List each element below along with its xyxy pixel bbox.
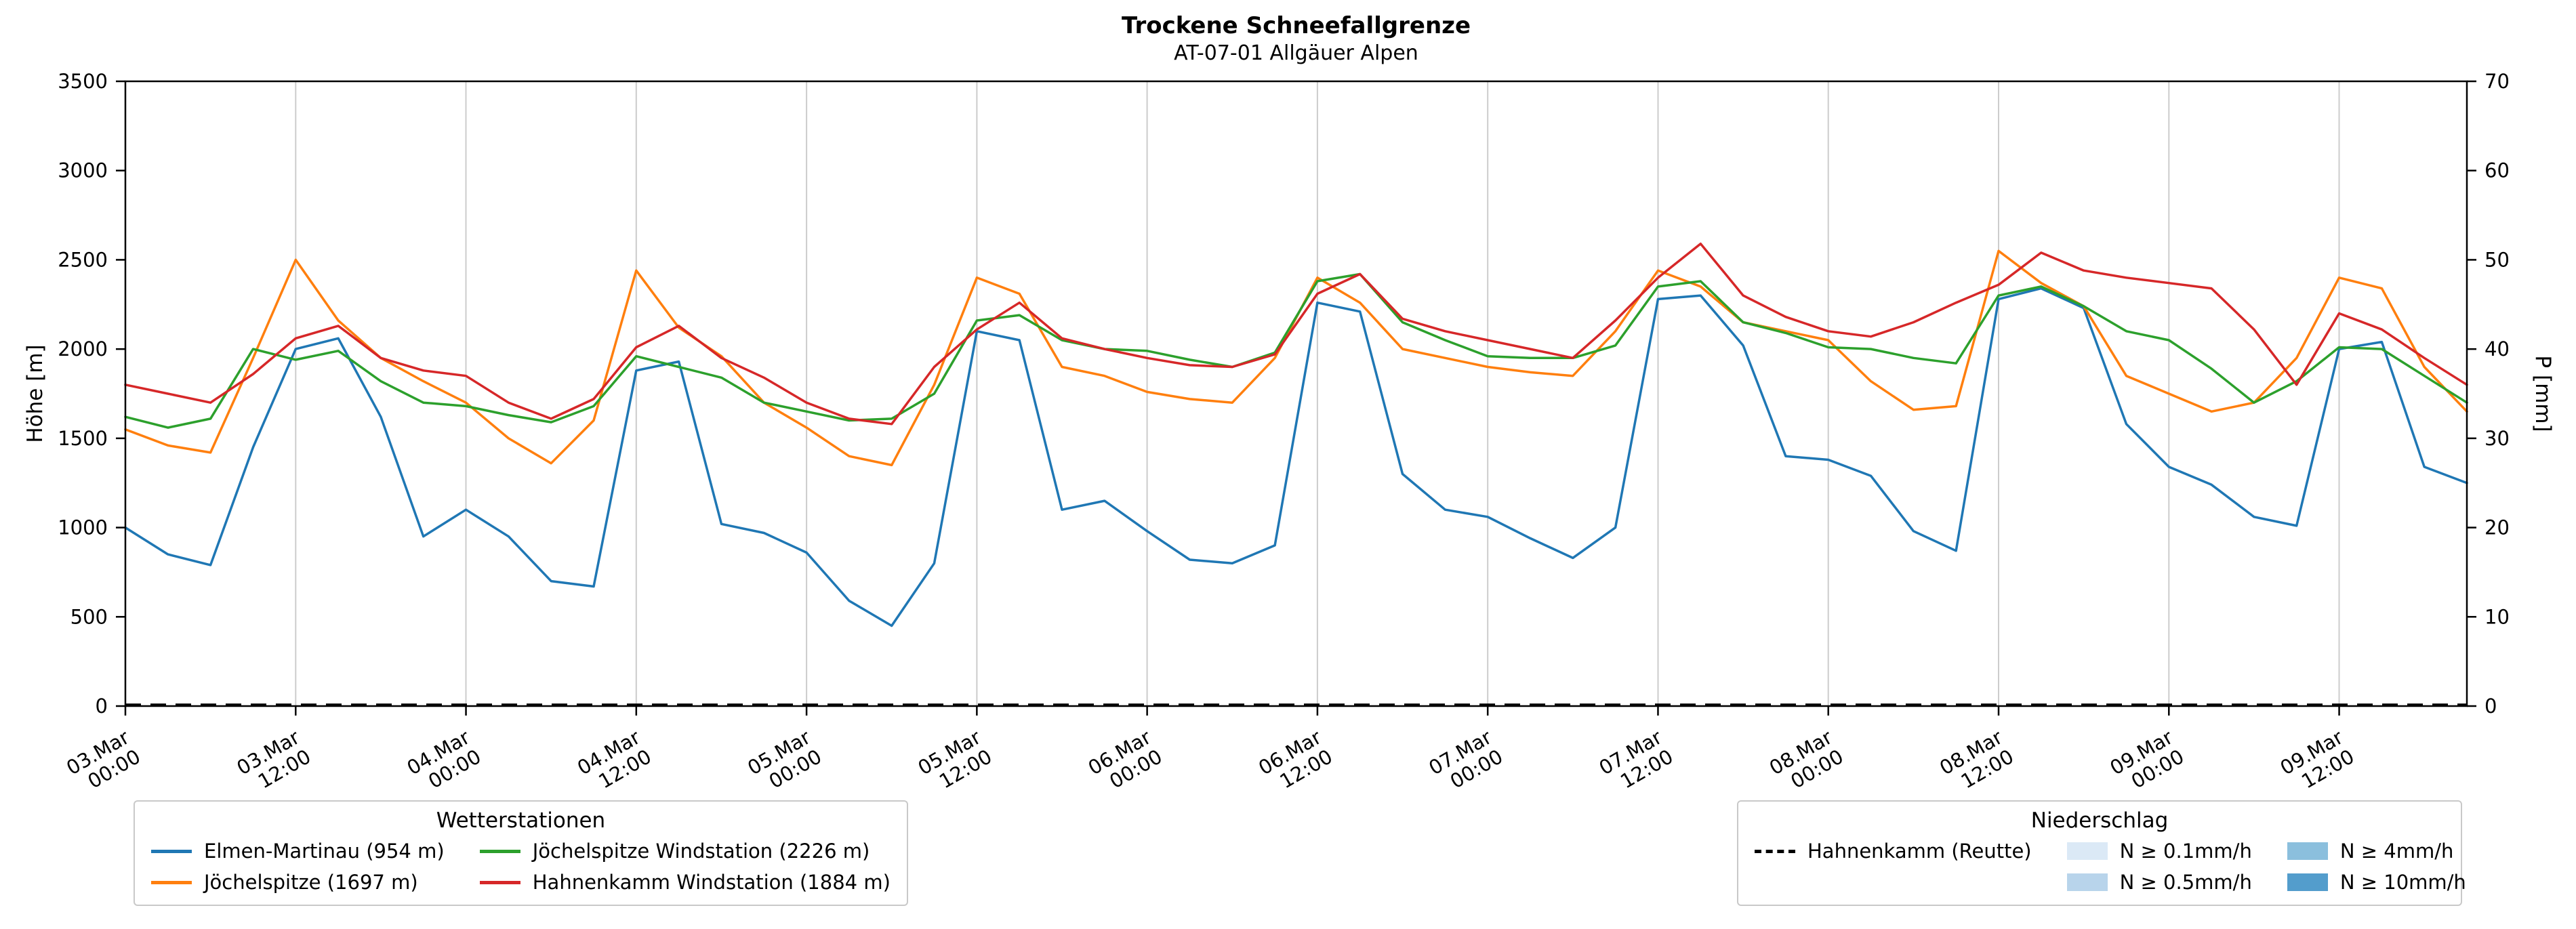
legend-item-precip-05: N ≥ 0.5mm/h	[2066, 871, 2252, 894]
legend-label-elmen-martinau: Elmen-Martinau (954 m)	[204, 840, 445, 863]
series-line-joechelspitze-windstation	[124, 272, 2468, 429]
legend-label-hahnenkamm-reutte: Hahnenkamm (Reutte)	[1807, 840, 2032, 863]
y-right-tick-label: 60	[2485, 159, 2510, 182]
y-left-tick-label: 3000	[58, 159, 108, 182]
y-axis-label-left: Höhe [m]	[23, 344, 47, 443]
legend-item-precip-4: N ≥ 4mm/h	[2287, 840, 2466, 863]
y-left-tick-label: 3500	[58, 70, 108, 93]
dashed-line-swatch	[1755, 849, 1795, 853]
precip-patch-01-icon	[2066, 842, 2108, 860]
chart-title: Trockene Schneefallgrenze	[1121, 12, 1471, 39]
legend-wetterstationen: Wetterstationen Elmen-Martinau (954 m) J…	[134, 800, 908, 906]
legend-label-joechelspitze: Jöchelspitze (1697 m)	[204, 871, 418, 894]
series-lines	[124, 242, 2468, 706]
legend-item-precip-10: N ≥ 10mm/h	[2287, 871, 2466, 894]
legend-label-precip-05: N ≥ 0.5mm/h	[2119, 871, 2252, 894]
legend-label-precip-01: N ≥ 0.1mm/h	[2119, 840, 2252, 863]
y-right-tick-label: 50	[2485, 248, 2510, 271]
precip-patch-05-icon	[2066, 873, 2108, 891]
chart-subtitle: AT-07-01 Allgäuer Alpen	[1174, 41, 1418, 65]
axis-ticks-and-labels: 0 500 1000 1500 2000 2500 3000 3500 0 10 20 30 40 50 6…	[58, 70, 2510, 793]
precip-patch-4-icon	[2287, 842, 2328, 860]
y-left-tick-label: 2000	[58, 337, 108, 360]
y-right-tick-label: 10	[2485, 605, 2510, 628]
line-swatch-hahnenkamm-windstation	[479, 880, 520, 884]
legend-item-joechelspitze: Jöchelspitze (1697 m)	[151, 871, 445, 894]
series-line-elmen-martinau	[124, 287, 2468, 627]
series-line-joechelspitze	[124, 249, 2468, 467]
y-right-tick-label: 0	[2485, 695, 2497, 718]
legend-item-precip-01: N ≥ 0.1mm/h	[2066, 840, 2252, 863]
y-axis-label-right: P [mm]	[2531, 355, 2555, 432]
y-right-tick-label: 70	[2485, 70, 2510, 93]
legend-label-joechelspitze-windstation: Jöchelspitze Windstation (2226 m)	[532, 840, 870, 863]
legend-label-precip-4: N ≥ 4mm/h	[2339, 840, 2454, 863]
line-swatch-elmen-martinau	[151, 849, 192, 853]
legend-item-hahnenkamm-windstation: Hahnenkamm Windstation (1884 m)	[479, 871, 891, 894]
x-gridlines	[125, 81, 2340, 706]
y-left-tick-label: 500	[70, 605, 108, 628]
legend-niederschlag: Niederschlag Hahnenkamm (Reutte) N ≥ 0.1…	[1737, 800, 2466, 906]
legend-item-joechelspitze-windstation: Jöchelspitze Windstation (2226 m)	[479, 840, 891, 863]
legend-label-hahnenkamm-windstation: Hahnenkamm Windstation (1884 m)	[532, 871, 891, 894]
y-left-tick-label: 0	[96, 695, 108, 718]
legend-item-elmen-martinau: Elmen-Martinau (954 m)	[151, 840, 445, 863]
legend-wetterstationen-title: Wetterstationen	[436, 808, 606, 833]
y-right-tick-label: 40	[2485, 337, 2510, 360]
legend-item-hahnenkamm-reutte: Hahnenkamm (Reutte)	[1755, 840, 2032, 863]
legend-niederschlag-items: Hahnenkamm (Reutte) N ≥ 0.1mm/h N ≥ 0.5m…	[1755, 840, 2466, 894]
y-left-tick-label: 1000	[58, 516, 108, 539]
y-left-tick-label: 1500	[58, 427, 108, 450]
precip-patch-10-icon	[2287, 873, 2328, 891]
line-swatch-joechelspitze	[151, 880, 192, 884]
legend-wetterstationen-items: Elmen-Martinau (954 m) Jöchelspitze (169…	[151, 840, 891, 894]
y-right-tick-label: 20	[2485, 516, 2510, 539]
legend-label-precip-10: N ≥ 10mm/h	[2339, 871, 2466, 894]
y-left-tick-label: 2500	[58, 248, 108, 271]
line-swatch-joechelspitze-windstation	[479, 849, 520, 853]
y-right-tick-label: 30	[2485, 427, 2510, 450]
plot-frame	[124, 80, 2468, 707]
series-line-hahnenkamm-windstation	[124, 242, 2468, 426]
legend-niederschlag-title: Niederschlag	[2030, 808, 2169, 833]
